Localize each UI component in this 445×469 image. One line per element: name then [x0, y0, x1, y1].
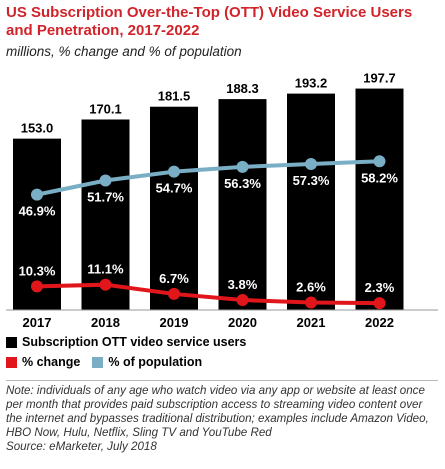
- legend-item-users: Subscription OTT video service users: [6, 335, 246, 349]
- population-point: [99, 174, 112, 187]
- population-line: [36, 159, 380, 197]
- population-value-label: 54.7%: [156, 181, 193, 196]
- x-tick-label: 2017: [23, 315, 52, 330]
- change-value-label: 2.6%: [296, 280, 326, 295]
- bar-value-label: 181.5: [158, 89, 191, 104]
- change-point: [99, 278, 112, 291]
- chart-title: US Subscription Over-the-Top (OTT) Video…: [6, 4, 413, 39]
- population-point: [31, 188, 43, 201]
- population-value-label: 57.3%: [293, 173, 330, 188]
- population-point: [373, 155, 386, 168]
- change-value-label: 10.3%: [19, 263, 56, 278]
- footnote: Note: individuals of any age who watch v…: [6, 380, 438, 454]
- legend-label-population: % of population: [108, 355, 203, 369]
- legend-swatch-population: [92, 356, 104, 368]
- bar-value-label: 188.3: [226, 81, 259, 96]
- x-tick-label: 2020: [228, 315, 257, 330]
- x-tick-label: 2019: [160, 315, 189, 330]
- bar-value-label: 197.7: [363, 71, 396, 86]
- population-point: [168, 165, 180, 178]
- x-tick-label: 2022: [365, 315, 394, 330]
- change-point: [236, 294, 249, 307]
- population-value-label: 51.7%: [87, 189, 124, 204]
- legend-label-users: Subscription OTT video service users: [22, 335, 247, 349]
- change-point: [305, 296, 317, 309]
- legend: Subscription OTT video service users % c…: [6, 332, 436, 372]
- bar-2020: [218, 99, 267, 310]
- chart-subtitle: millions, % change and % of population: [6, 44, 242, 59]
- bar-2022: [355, 88, 404, 311]
- change-value-label: 2.3%: [365, 280, 395, 295]
- change-value-label: 3.8%: [228, 277, 258, 292]
- source-text: Source: eMarketer, July 2018: [6, 440, 157, 453]
- bar-value-label: 153.0: [21, 121, 54, 136]
- legend-item-population: % of population: [92, 355, 202, 369]
- chart-plot: 153.0 170.1 181.5 188.3 193.2 197.7 2017 2018 20…: [6, 71, 438, 330]
- change-value-label: 6.7%: [159, 271, 189, 286]
- change-point: [373, 297, 386, 310]
- population-point: [305, 157, 317, 170]
- x-tick-label: 2021: [297, 315, 326, 330]
- legend-label-change: % change: [22, 355, 81, 369]
- bar-2021: [287, 93, 335, 310]
- x-tick-label: 2018: [91, 315, 120, 330]
- note-text: Note: individuals of any age who watch v…: [6, 384, 429, 439]
- bar-value-label: 170.1: [89, 101, 122, 116]
- legend-swatch-change: [6, 356, 17, 368]
- bar-2019: [150, 106, 198, 310]
- legend-item-change: % change: [6, 355, 80, 369]
- legend-swatch-users: [6, 336, 17, 348]
- population-value-label: 46.9%: [19, 204, 56, 219]
- population-point: [236, 160, 249, 173]
- change-point: [31, 280, 43, 293]
- population-value-label: 56.3%: [224, 176, 261, 191]
- change-point: [168, 287, 180, 300]
- bar-value-label: 193.2: [295, 76, 328, 91]
- change-value-label: 11.1%: [87, 262, 124, 277]
- change-line: [36, 282, 380, 306]
- population-value-label: 58.2%: [361, 170, 398, 185]
- bar-2018: [81, 119, 130, 310]
